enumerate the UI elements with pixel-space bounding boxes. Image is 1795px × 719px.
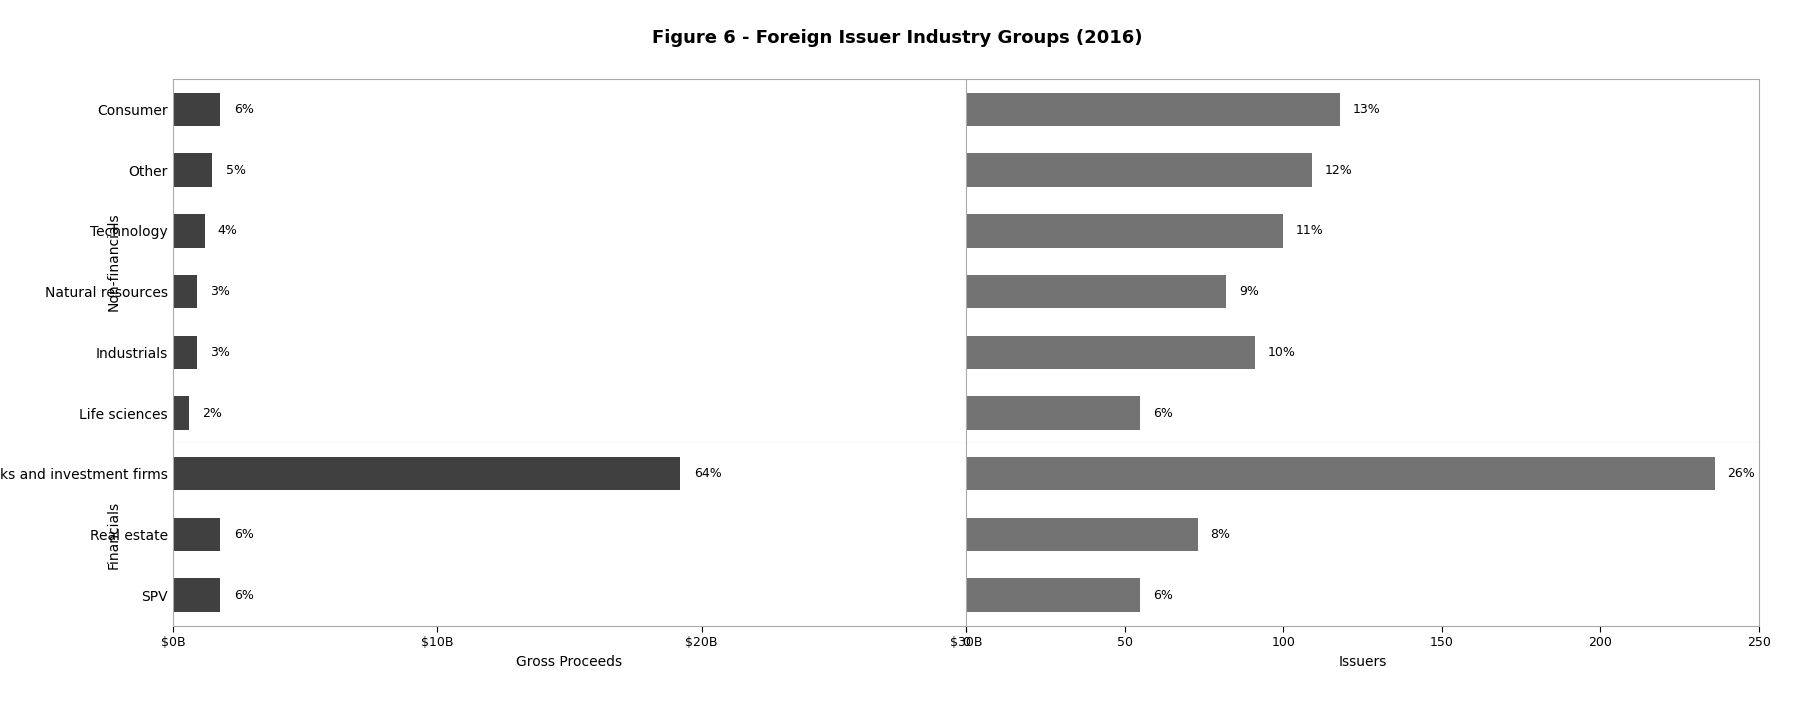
- Text: 2%: 2%: [201, 406, 223, 419]
- Text: 9%: 9%: [1239, 285, 1258, 298]
- Bar: [172, 275, 197, 308]
- Bar: [966, 336, 1255, 369]
- Text: 4%: 4%: [217, 224, 237, 237]
- Bar: [966, 457, 1714, 490]
- Text: 11%: 11%: [1296, 224, 1323, 237]
- Text: 6%: 6%: [233, 589, 253, 602]
- Text: 10%: 10%: [1267, 346, 1296, 359]
- Bar: [966, 153, 1312, 187]
- X-axis label: Gross Proceeds: Gross Proceeds: [517, 654, 623, 669]
- Text: 6%: 6%: [1152, 589, 1172, 602]
- Text: 64%: 64%: [693, 467, 722, 480]
- Text: 6%: 6%: [233, 103, 253, 116]
- Bar: [172, 214, 205, 247]
- Text: Non-financials: Non-financials: [106, 212, 120, 311]
- Text: Figure 6 - Foreign Issuer Industry Groups (2016): Figure 6 - Foreign Issuer Industry Group…: [652, 29, 1143, 47]
- Bar: [172, 457, 680, 490]
- Bar: [966, 396, 1140, 430]
- Text: 6%: 6%: [1152, 406, 1172, 419]
- Text: 3%: 3%: [210, 285, 230, 298]
- Text: 3%: 3%: [210, 346, 230, 359]
- Text: 12%: 12%: [1325, 164, 1352, 177]
- Text: 8%: 8%: [1210, 528, 1230, 541]
- Text: 13%: 13%: [1353, 103, 1380, 116]
- Text: 5%: 5%: [226, 164, 246, 177]
- Bar: [966, 518, 1197, 551]
- Text: Financials: Financials: [106, 500, 120, 569]
- X-axis label: Issuers: Issuers: [1339, 654, 1388, 669]
- Bar: [172, 396, 188, 430]
- Bar: [966, 93, 1341, 126]
- Text: 6%: 6%: [233, 528, 253, 541]
- Text: 26%: 26%: [1727, 467, 1756, 480]
- Bar: [172, 93, 221, 126]
- Bar: [966, 275, 1226, 308]
- Bar: [966, 579, 1140, 612]
- Bar: [172, 336, 197, 369]
- Bar: [172, 579, 221, 612]
- Bar: [966, 214, 1283, 247]
- Bar: [172, 518, 221, 551]
- Bar: [172, 153, 212, 187]
